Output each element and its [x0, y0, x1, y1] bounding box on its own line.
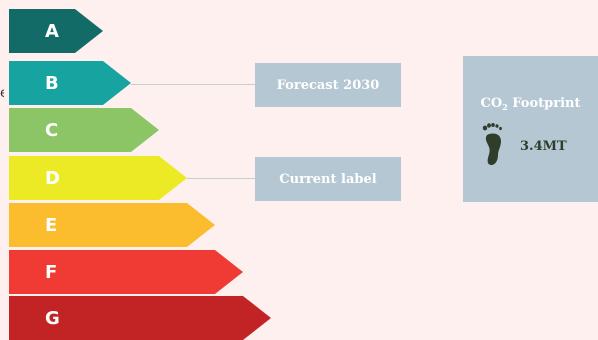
- rating-label-d: D: [45, 167, 60, 189]
- current-label-tag: Current label: [255, 157, 401, 201]
- rating-label-f: F: [45, 261, 58, 283]
- rating-bar-d: D: [9, 156, 187, 200]
- co2-title-prefix: CO: [480, 96, 503, 111]
- rating-bar-g: G: [9, 296, 271, 340]
- rating-bar-b: B: [9, 61, 131, 105]
- rating-bar-a: A: [9, 9, 103, 53]
- footprint-icon: [482, 123, 502, 165]
- co2-footprint-title: CO2 Footprint: [463, 96, 598, 112]
- forecast-2030-tag: Forecast 2030: [255, 63, 401, 107]
- rating-bar-c: C: [9, 108, 159, 152]
- rating-label-b: B: [45, 72, 59, 94]
- rating-label-c: C: [45, 119, 59, 141]
- rating-label-a: A: [45, 20, 59, 42]
- clipped-text: e: [0, 86, 4, 101]
- co2-title-suffix: Footprint: [507, 96, 581, 111]
- rating-bar-e: E: [9, 203, 215, 247]
- current-connector-line: [187, 178, 255, 179]
- rating-bar-f: F: [9, 250, 243, 294]
- rating-label-g: G: [45, 307, 60, 329]
- co2-footprint-panel: CO2 Footprint 3.4MT: [463, 56, 598, 202]
- rating-label-e: E: [45, 214, 58, 236]
- co2-title-subscript: 2: [502, 102, 508, 112]
- co2-value: 3.4MT: [520, 139, 567, 154]
- forecast-connector-line: [131, 84, 255, 85]
